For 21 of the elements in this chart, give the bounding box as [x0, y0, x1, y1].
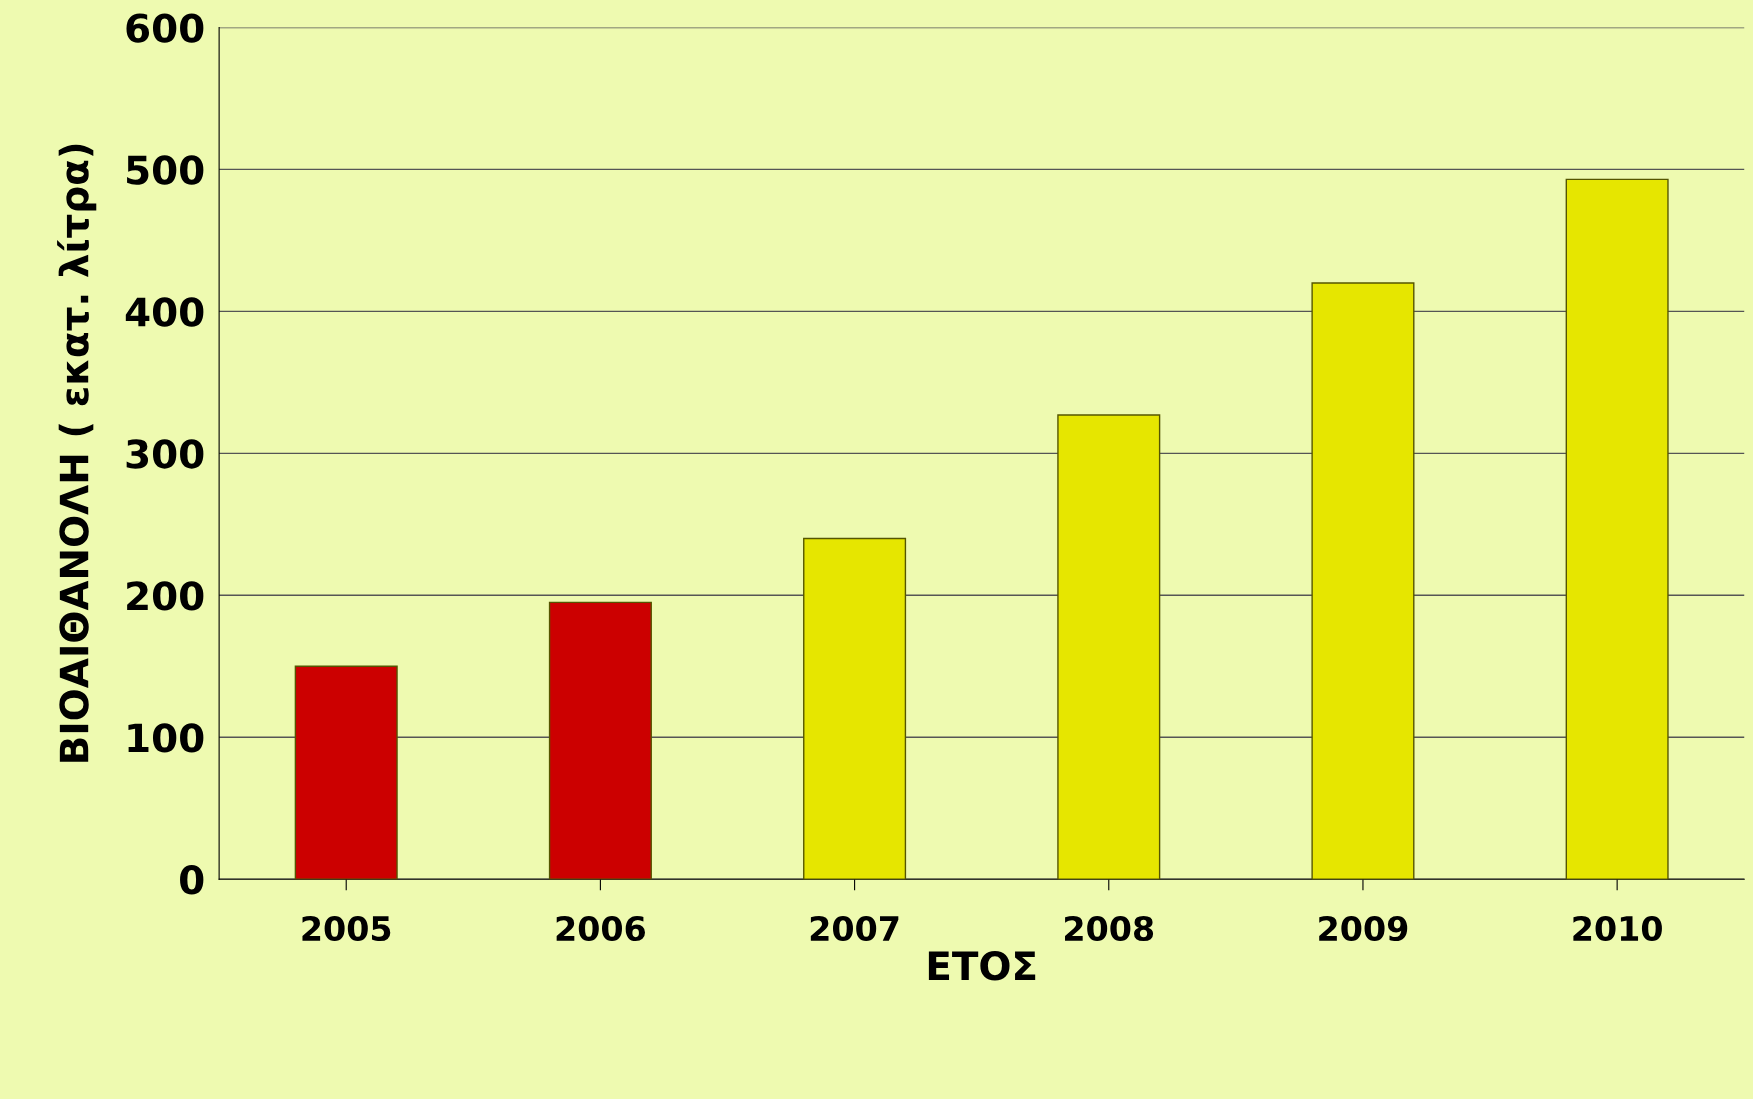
- y-tick-label: 100: [128, 723, 204, 753]
- y-tick-label: 400: [125, 297, 204, 327]
- y-tick-label: 0: [180, 865, 204, 895]
- bar: [803, 537, 907, 880]
- bar: [1565, 178, 1669, 880]
- x-tick-label: 2009: [1319, 915, 1408, 942]
- y-tick-label: 200: [127, 581, 204, 611]
- bar: [1311, 282, 1415, 880]
- x-tick-label: 2006: [556, 915, 645, 942]
- x-tick-label: 2008: [1065, 915, 1154, 942]
- bar: [294, 665, 398, 880]
- y-tick-label: 600: [126, 13, 204, 43]
- x-tick-label: 2007: [810, 915, 899, 942]
- y-tick-label: 500: [127, 155, 204, 185]
- x-tick-label: 2005: [302, 915, 391, 942]
- y-tick-label: 300: [126, 439, 204, 469]
- bar: [548, 601, 652, 880]
- bar: [1057, 414, 1161, 880]
- x-tick-label: 2010: [1573, 915, 1662, 942]
- x-axis-title: ΕΤΟΣ: [928, 951, 1036, 981]
- y-axis-title: ΒΙΟΑΙΘΑΝΟΛΗ ( εκατ. λίτρα): [57, 144, 97, 762]
